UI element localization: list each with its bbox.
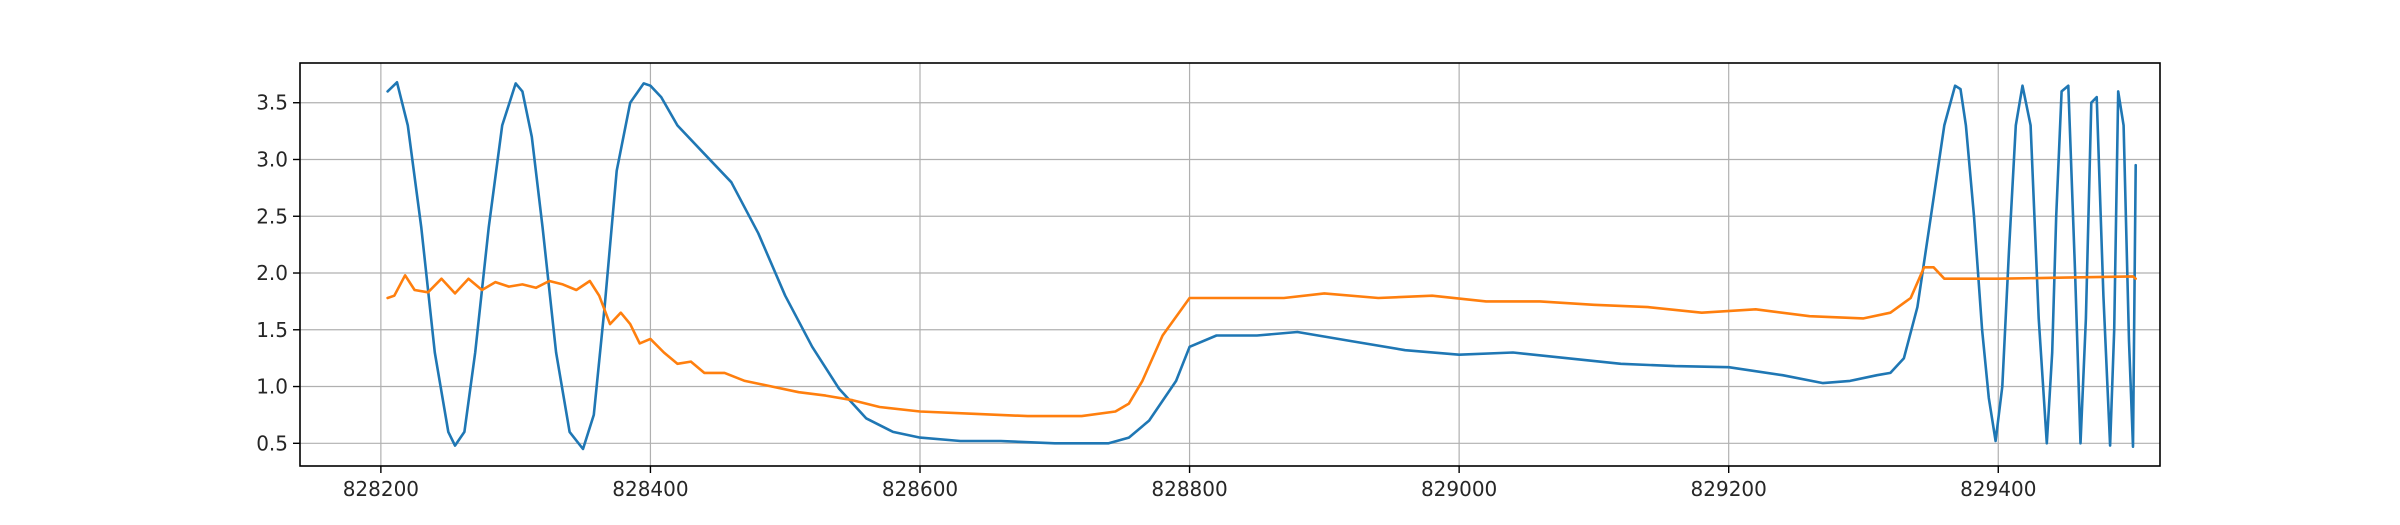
series-1-line [386, 81, 2137, 451]
y-tick-label: 2.0 [256, 261, 288, 285]
series-2-line [386, 266, 2137, 418]
series-lines [386, 81, 2137, 451]
plot-frame [299, 62, 2161, 467]
y-tick-label: 3.5 [256, 91, 288, 115]
y-tick-label: 1.0 [256, 375, 288, 399]
x-tick-label: 829000 [1421, 477, 1497, 501]
y-tick-label: 3.0 [256, 147, 288, 171]
x-tick-label: 828200 [343, 477, 419, 501]
y-tick-label: 2.5 [256, 204, 288, 228]
x-tick-label: 829200 [1691, 477, 1767, 501]
x-axis: 828200 828400 828600 828800 829000 829200 8294… [343, 466, 2036, 501]
plot-area [300, 63, 2160, 466]
gridlines [300, 63, 2160, 466]
x-tick-label: 828600 [882, 477, 958, 501]
x-tick-label: 828800 [1151, 477, 1227, 501]
y-tick-label: 1.5 [256, 318, 288, 342]
x-tick-label: 828400 [612, 477, 688, 501]
x-tick-label: 829400 [1960, 477, 2036, 501]
y-tick-label: 0.5 [256, 431, 288, 455]
y-axis: 0.5 1.0 1.5 2.0 2.5 3.0 3.5 [256, 91, 300, 455]
